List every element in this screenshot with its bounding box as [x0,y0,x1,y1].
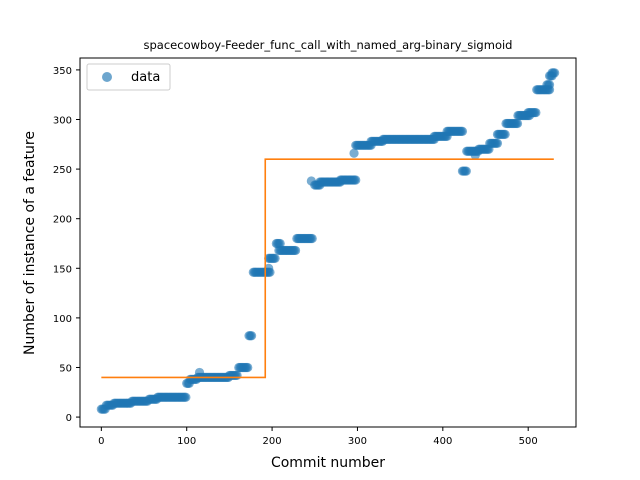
y-tick-label: 250 [53,165,72,176]
data-point [232,370,242,381]
y-tick-label: 50 [59,363,72,374]
legend-box [86,63,171,91]
data-point [243,362,253,373]
x-tick-label: 300 [348,436,367,447]
data-point [306,176,316,186]
y-tick-label: 350 [53,66,72,77]
x-tick-label: 0 [98,436,104,447]
plot-frame [79,57,577,428]
data-point [492,138,503,148]
legend: data [86,63,171,91]
legend-label-data: data [131,70,160,85]
data-point [531,107,541,118]
data-point [181,392,191,402]
data-point [246,331,257,341]
y-axis-label: Number of instance of a feature [22,131,38,355]
chart-title: spacecowboy-Feeder_func_call_with_named_… [144,38,513,52]
data-point [470,150,480,160]
data-point [194,367,205,378]
data-point [264,263,274,273]
x-tick-label: 100 [177,436,196,447]
data-point [349,148,359,158]
fit-line [101,158,554,379]
y-tick-label: 100 [53,314,72,325]
x-tick-label: 200 [263,436,282,447]
data-point [290,245,301,256]
ticks: 0 100 200 300 400 500 0 50 100 150 200 250 300 350 [53,66,538,447]
data-point [351,175,361,185]
fit-line-series [101,158,554,379]
data-point [275,238,285,249]
data-point [461,166,471,176]
y-tick-label: 0 [66,413,72,424]
x-tick-label: 400 [433,436,452,447]
y-tick-label: 300 [53,116,72,127]
data-point [550,68,560,78]
data-point [307,233,317,244]
legend-marker-data [102,72,112,82]
y-tick-label: 150 [53,264,72,275]
data-point [544,80,555,90]
scatter-series-data [96,68,560,414]
y-tick-label: 200 [53,215,72,226]
data-point [457,126,468,136]
data-point [512,118,523,129]
data-point [270,253,280,263]
x-axis-label: Commit number [271,455,385,471]
data-point [500,129,510,139]
axes [79,57,577,428]
x-tick-label: 500 [519,436,538,447]
